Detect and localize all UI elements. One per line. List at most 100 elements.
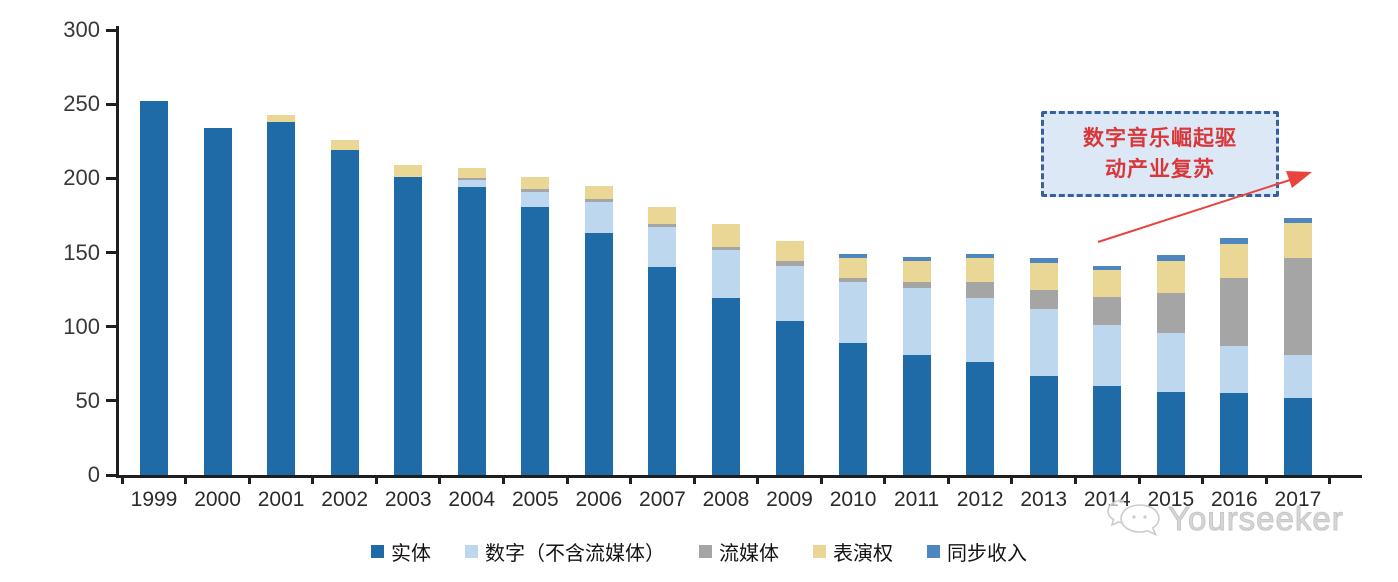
- bar-segment-2015: [1156, 332, 1185, 392]
- bar-segment-2010: [839, 277, 868, 283]
- bar-segment-2006: [584, 202, 613, 234]
- bar-segment-2009: [775, 320, 804, 475]
- bar-segment-2011: [902, 288, 931, 355]
- x-axis-tick: [756, 475, 760, 484]
- y-axis-tick: [106, 399, 117, 403]
- y-axis-tick: [106, 28, 117, 32]
- bar-segment-2009: [775, 240, 804, 262]
- y-axis-tick-label: 100: [63, 313, 100, 339]
- y-axis-tick-label: 0: [87, 462, 100, 487]
- legend-label: 流媒体: [719, 543, 779, 565]
- bar-segment-2011: [902, 256, 931, 262]
- bar-segment-2009: [775, 261, 804, 266]
- x-axis-label-1999: 1999: [130, 488, 178, 511]
- bar-segment-1999: [140, 101, 168, 475]
- bar-segment-2011: [902, 282, 931, 289]
- bar-segment-2015: [1156, 261, 1185, 293]
- x-axis-tick: [1010, 475, 1014, 484]
- bar-segment-2008: [711, 224, 740, 247]
- x-axis-tick: [311, 475, 315, 484]
- legend-label: 同步收入: [947, 543, 1027, 565]
- bar-segment-2005: [521, 191, 550, 207]
- bar-segment-2016: [1220, 393, 1249, 475]
- bar-segment-2014: [1093, 270, 1122, 297]
- x-axis-tick: [184, 475, 188, 484]
- x-axis-label-2002: 2002: [321, 488, 368, 511]
- bar-segment-2000: [203, 127, 232, 475]
- legend-label: 实体: [391, 543, 431, 565]
- legend-item: 实体: [371, 537, 431, 566]
- bar-segment-2004: [457, 179, 486, 188]
- bar-segment-2015: [1156, 255, 1185, 262]
- x-axis-tick: [1264, 475, 1268, 484]
- bar-segment-2013: [1029, 262, 1058, 290]
- y-axis-tick: [106, 176, 117, 180]
- legend-swatch: [813, 545, 826, 558]
- bar-segment-2012: [966, 253, 995, 259]
- bar-segment-2013: [1029, 289, 1058, 309]
- bar-segment-2006: [584, 233, 613, 475]
- bar-segment-2010: [839, 342, 868, 475]
- x-axis-label-2005: 2005: [511, 488, 559, 511]
- y-axis-tick: [106, 102, 117, 106]
- bar-segment-2007: [648, 267, 677, 475]
- bar-segment-2012: [966, 258, 995, 283]
- bar-segment-2004: [457, 187, 486, 475]
- bar-segment-2017: [1283, 258, 1312, 355]
- x-axis-label-2010: 2010: [829, 488, 877, 511]
- x-axis-label-2001: 2001: [257, 488, 305, 511]
- bar-segment-2017: [1283, 222, 1312, 259]
- x-axis-label-2009: 2009: [766, 488, 813, 511]
- x-axis-tick: [374, 475, 378, 484]
- x-axis-label-2007: 2007: [639, 488, 686, 511]
- x-axis-label-2015: 2015: [1147, 488, 1195, 511]
- bar-segment-2013: [1029, 258, 1058, 263]
- bar-segment-2006: [584, 185, 613, 200]
- bar-segment-2008: [711, 249, 740, 299]
- bar-segment-2004: [457, 167, 486, 179]
- bar-segment-2010: [839, 253, 868, 259]
- bar-segment-2015: [1156, 391, 1185, 475]
- legend: 实体 数字（不含流媒体） 流媒体 表演权 同步收入: [0, 537, 1398, 566]
- x-axis-label-2013: 2013: [1020, 488, 1068, 511]
- bar-segment-2011: [902, 354, 931, 475]
- legend-item: 同步收入: [927, 537, 1027, 566]
- bar-segment-2012: [966, 298, 995, 363]
- x-axis-label-2011: 2011: [894, 488, 940, 511]
- bar-segment-2005: [521, 188, 550, 192]
- x-axis-tick: [883, 475, 887, 484]
- bar-segment-2015: [1156, 292, 1185, 333]
- bar-segment-2010: [839, 282, 868, 343]
- x-axis-label-2016: 2016: [1210, 488, 1258, 511]
- x-axis-tick: [819, 475, 823, 484]
- x-axis-label-2003: 2003: [384, 488, 432, 511]
- legend-swatch: [465, 545, 478, 558]
- y-axis-tick: [106, 473, 117, 477]
- watermark-label: Yourseeker: [1168, 500, 1344, 538]
- x-axis-label-2008: 2008: [702, 488, 750, 511]
- bar-segment-2017: [1283, 397, 1312, 475]
- bar-segment-2001: [267, 114, 296, 122]
- y-axis-tick-label: 150: [63, 239, 100, 265]
- bar-segment-2006: [584, 199, 613, 203]
- bar-segment-2004: [457, 178, 486, 180]
- bar-segment-2007: [648, 224, 677, 228]
- y-axis-tick-label: 250: [63, 91, 100, 117]
- bar-segment-2014: [1093, 386, 1122, 475]
- annotation-line1: 数字音乐崛起驱: [1083, 125, 1237, 150]
- bar-segment-2013: [1029, 308, 1058, 376]
- legend-label: 数字（不含流媒体）: [485, 543, 665, 565]
- bar-segment-2002: [330, 139, 359, 151]
- bar-segment-2003: [394, 176, 423, 475]
- bar-segment-2017: [1283, 218, 1312, 223]
- x-axis-tick: [247, 475, 251, 484]
- y-axis-line: [116, 26, 119, 478]
- x-axis-tick: [629, 475, 633, 484]
- bar-segment-2008: [711, 298, 740, 475]
- x-axis-tick: [1137, 475, 1141, 484]
- bar-segment-2012: [966, 282, 995, 299]
- x-axis-tick: [1073, 475, 1077, 484]
- x-axis-tick: [438, 475, 442, 484]
- y-axis-tick-label: 200: [63, 165, 100, 191]
- bar-segment-2008: [711, 246, 740, 250]
